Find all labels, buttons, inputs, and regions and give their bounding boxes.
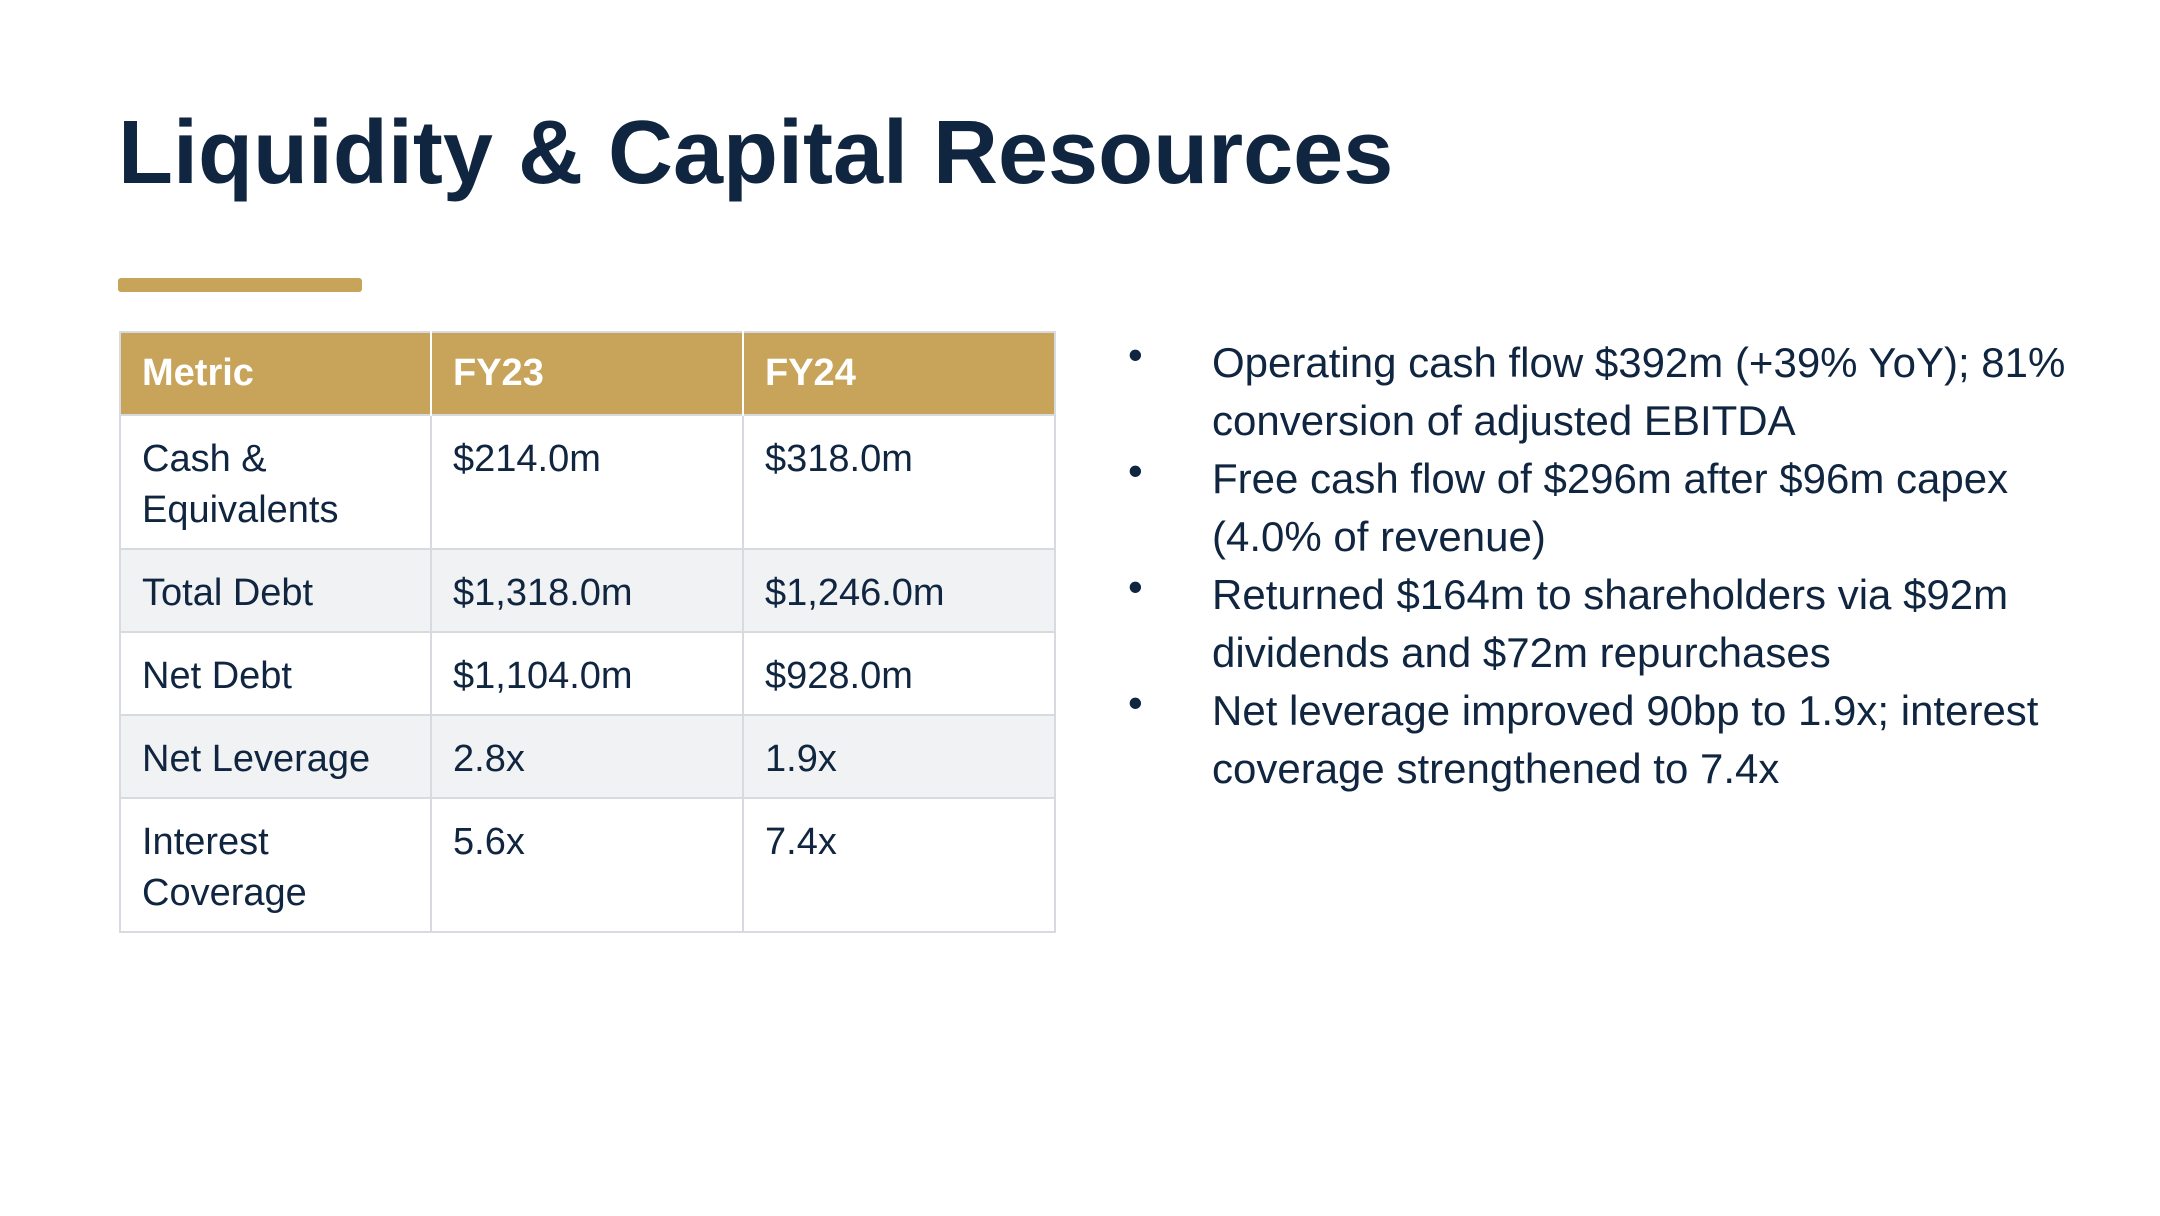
bullet-marker: •	[1128, 563, 1143, 610]
fy23-cell: 2.8x	[430, 714, 744, 799]
table-row: Net Debt $1,104.0m $928.0m	[119, 631, 1056, 716]
fy23-cell: 5.6x	[430, 797, 744, 933]
bullet-text: Operating cash flow $392m (+39% YoY); 81…	[1212, 339, 2066, 444]
bullet-marker: •	[1128, 447, 1143, 494]
metric-cell: Interest Coverage	[119, 797, 432, 933]
bullet-item: • Returned $164m to shareholders via $92…	[1128, 566, 2128, 682]
fy24-cell: $318.0m	[742, 414, 1056, 550]
table-row: Cash & Equivalents $214.0m $318.0m	[119, 414, 1056, 550]
metric-cell: Net Leverage	[119, 714, 432, 799]
bullet-marker: •	[1128, 679, 1143, 726]
slide-title: Liquidity & Capital Resources	[118, 103, 1394, 203]
fy24-cell: 7.4x	[742, 797, 1056, 933]
table-row: Total Debt $1,318.0m $1,246.0m	[119, 548, 1056, 633]
header-metric: Metric	[120, 332, 432, 415]
fy23-cell: $214.0m	[430, 414, 744, 550]
fy24-cell: $1,246.0m	[742, 548, 1056, 633]
table-header-row: Metric FY23 FY24	[120, 332, 1055, 415]
fy23-cell: $1,104.0m	[430, 631, 744, 716]
title-accent-bar	[118, 278, 362, 292]
metric-cell: Total Debt	[119, 548, 432, 633]
bullet-marker: •	[1128, 331, 1143, 378]
metric-cell: Cash & Equivalents	[119, 414, 432, 550]
bullet-text: Free cash flow of $296m after $96m capex…	[1212, 455, 2009, 560]
fy23-cell: $1,318.0m	[430, 548, 744, 633]
header-fy23: FY23	[430, 332, 744, 415]
table-row: Interest Coverage 5.6x 7.4x	[119, 797, 1056, 933]
bullet-text: Returned $164m to shareholders via $92m …	[1212, 571, 2009, 676]
bullet-item: • Operating cash flow $392m (+39% YoY); …	[1128, 334, 2128, 450]
liquidity-table: Metric FY23 FY24 Cash & Equivalents $214…	[119, 331, 1056, 933]
fy24-cell: 1.9x	[742, 714, 1056, 799]
fy24-cell: $928.0m	[742, 631, 1056, 716]
highlights-bullet-list: • Operating cash flow $392m (+39% YoY); …	[1128, 334, 2128, 798]
bullet-item: • Free cash flow of $296m after $96m cap…	[1128, 450, 2128, 566]
header-fy24: FY24	[742, 332, 1055, 415]
liquidity-table-container: Metric FY23 FY24 Cash & Equivalents $214…	[119, 331, 1056, 933]
table-row: Net Leverage 2.8x 1.9x	[119, 714, 1056, 799]
bullet-item: • Net leverage improved 90bp to 1.9x; in…	[1128, 682, 2128, 798]
metric-cell: Net Debt	[119, 631, 432, 716]
bullet-text: Net leverage improved 90bp to 1.9x; inte…	[1212, 687, 2039, 792]
